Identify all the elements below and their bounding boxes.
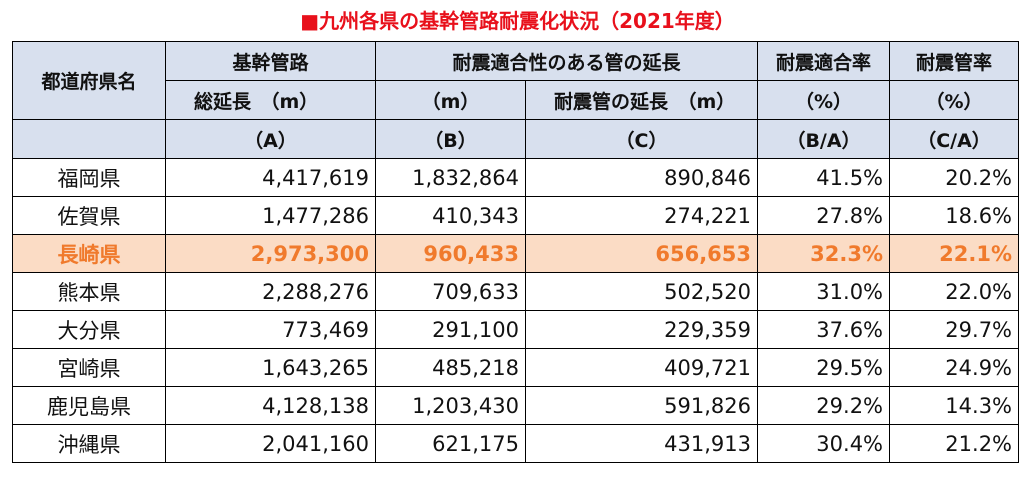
cell-total-length: 2,973,300 [165, 234, 376, 273]
cell-total-length: 4,128,138 [165, 386, 376, 425]
cell-seismic-pipe-rate: 20.2% [889, 158, 1020, 197]
header-seismic-pipe-length: 耐震管の延長 （m） [524, 80, 759, 120]
header-ba: （B/A） [757, 119, 891, 159]
cell-seismic-fit-length: 291,100 [375, 310, 526, 349]
header-pct-2: （%） [889, 80, 1020, 120]
header-c: （C） [524, 119, 759, 159]
cell-total-length: 2,288,276 [165, 272, 376, 311]
cell-prefecture: 大分県 [12, 310, 166, 349]
cell-seismic-pipe-length: 591,826 [524, 386, 759, 425]
cell-seismic-fit-length: 485,218 [375, 348, 526, 387]
cell-seismic-pipe-length: 431,913 [524, 424, 759, 463]
cell-total-length: 2,041,160 [165, 424, 376, 463]
table-row: 大分県 773,469 291,100 229,359 37.6% 29.7% [12, 310, 1020, 349]
header-blank [12, 119, 166, 159]
cell-seismic-pipe-length: 409,721 [524, 348, 759, 387]
cell-prefecture: 長崎県 [12, 234, 166, 273]
cell-prefecture: 佐賀県 [12, 196, 166, 235]
header-a: （A） [165, 119, 376, 159]
cell-seismic-pipe-rate: 14.3% [889, 386, 1020, 425]
cell-seismic-fit-rate: 29.2% [757, 386, 891, 425]
seismic-table: 都道府県名 基幹管路 耐震適合性のある管の延長 耐震適合率 耐震管率 総延長 （… [12, 41, 1020, 463]
header-seismic-pipe-rate: 耐震管率 [889, 41, 1020, 81]
cell-seismic-fit-rate: 30.4% [757, 424, 891, 463]
table-row: 佐賀県 1,477,286 410,343 274,221 27.8% 18.6… [12, 196, 1020, 235]
header-seismic-length: 耐震適合性のある管の延長 [374, 41, 759, 81]
cell-seismic-fit-length: 621,175 [375, 424, 526, 463]
header-total-length: 総延長 （m） [165, 80, 376, 120]
cell-prefecture: 鹿児島県 [12, 386, 166, 425]
cell-seismic-pipe-length: 656,653 [524, 234, 759, 273]
cell-seismic-fit-rate: 37.6% [757, 310, 891, 349]
cell-seismic-fit-length: 410,343 [375, 196, 526, 235]
header-pct-1: （%） [757, 80, 891, 120]
cell-seismic-fit-rate: 29.5% [757, 348, 891, 387]
table-row: 福岡県 4,417,619 1,832,864 890,846 41.5% 20… [12, 158, 1020, 197]
cell-seismic-pipe-length: 274,221 [524, 196, 759, 235]
cell-prefecture: 熊本県 [12, 272, 166, 311]
cell-seismic-pipe-rate: 29.7% [889, 310, 1020, 349]
cell-seismic-fit-rate: 32.3% [757, 234, 891, 273]
cell-seismic-fit-rate: 31.0% [757, 272, 891, 311]
cell-prefecture: 宮崎県 [12, 348, 166, 387]
header-prefecture: 都道府県名 [12, 41, 166, 120]
table-row: 鹿児島県 4,128,138 1,203,430 591,826 29.2% 1… [12, 386, 1020, 425]
table-body: 福岡県 4,417,619 1,832,864 890,846 41.5% 20… [12, 158, 1020, 463]
header-trunk-pipes: 基幹管路 [165, 41, 376, 81]
cell-seismic-pipe-rate: 22.1% [889, 234, 1020, 273]
cell-prefecture: 沖縄県 [12, 424, 166, 463]
cell-prefecture: 福岡県 [12, 158, 166, 197]
table-row: 熊本県 2,288,276 709,633 502,520 31.0% 22.0… [12, 272, 1020, 311]
cell-total-length: 773,469 [165, 310, 376, 349]
table-row: 沖縄県 2,041,160 621,175 431,913 30.4% 21.2… [12, 424, 1020, 463]
table-row: 宮崎県 1,643,265 485,218 409,721 29.5% 24.9… [12, 348, 1020, 387]
cell-total-length: 1,643,265 [165, 348, 376, 387]
cell-seismic-pipe-length: 229,359 [524, 310, 759, 349]
cell-seismic-fit-rate: 27.8% [757, 196, 891, 235]
page-title: ■九州各県の基幹管路耐震化状況（2021年度） [300, 9, 735, 33]
cell-total-length: 4,417,619 [165, 158, 376, 197]
cell-seismic-fit-rate: 41.5% [757, 158, 891, 197]
cell-total-length: 1,477,286 [165, 196, 376, 235]
cell-seismic-fit-length: 709,633 [375, 272, 526, 311]
cell-seismic-pipe-length: 890,846 [524, 158, 759, 197]
cell-seismic-pipe-rate: 21.2% [889, 424, 1020, 463]
cell-seismic-fit-length: 1,203,430 [375, 386, 526, 425]
table-header: 都道府県名 基幹管路 耐震適合性のある管の延長 耐震適合率 耐震管率 総延長 （… [12, 41, 1020, 159]
header-ca: （C/A） [889, 119, 1020, 159]
cell-seismic-fit-length: 1,832,864 [375, 158, 526, 197]
cell-seismic-pipe-rate: 24.9% [889, 348, 1020, 387]
header-seismic-fit-rate: 耐震適合率 [757, 41, 891, 81]
cell-seismic-pipe-length: 502,520 [524, 272, 759, 311]
header-b: （B） [375, 119, 526, 159]
cell-seismic-fit-length: 960,433 [375, 234, 526, 273]
table-row-highlighted: 長崎県 2,973,300 960,433 656,653 32.3% 22.1… [12, 234, 1020, 273]
cell-seismic-pipe-rate: 18.6% [889, 196, 1020, 235]
cell-seismic-pipe-rate: 22.0% [889, 272, 1020, 311]
header-b-unit: （m） [375, 80, 526, 120]
